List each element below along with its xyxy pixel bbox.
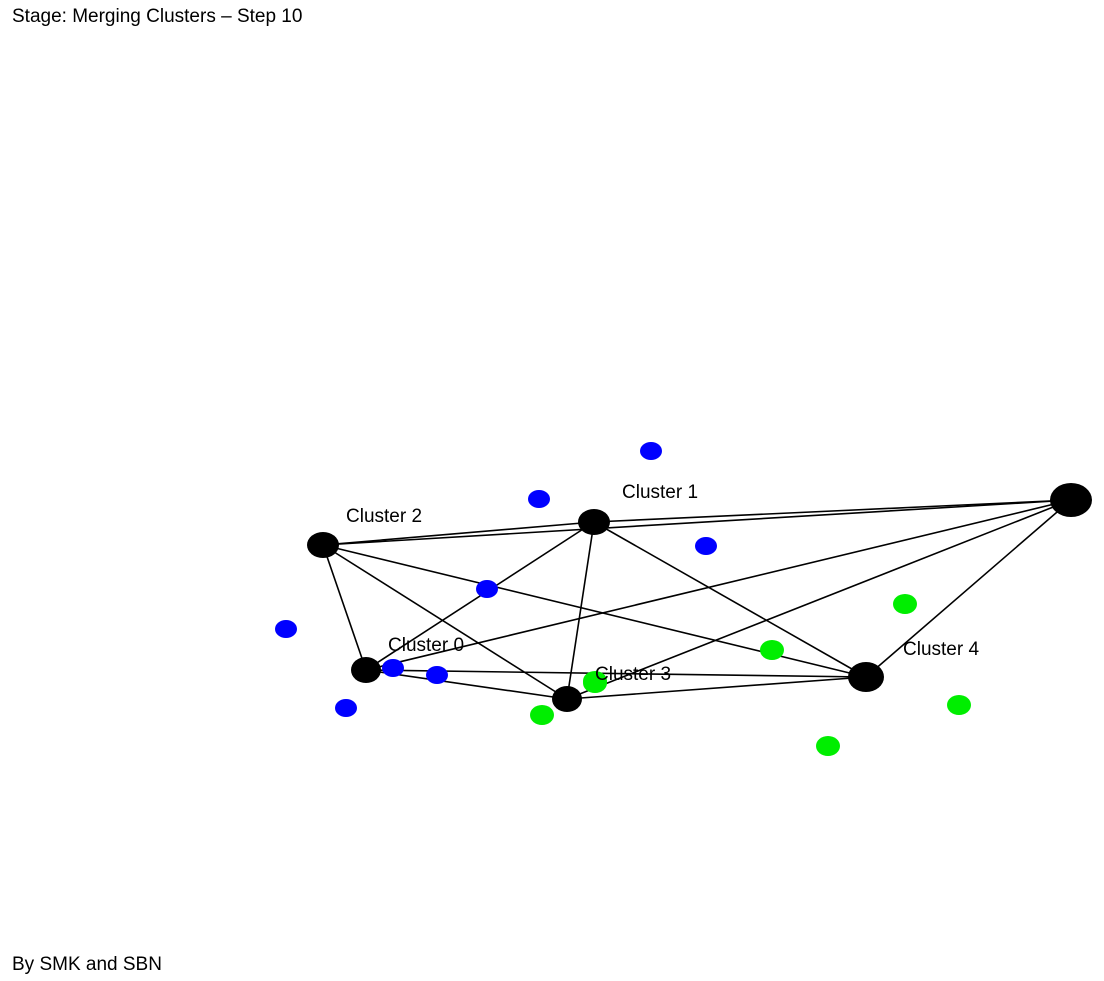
edge-c0-c4 bbox=[365, 669, 867, 678]
cluster-node-c0 bbox=[351, 657, 381, 683]
data-point-blue bbox=[640, 442, 662, 460]
data-point-blue bbox=[476, 580, 498, 598]
cluster-label-c4: Cluster 4 bbox=[903, 639, 979, 660]
cluster-node-c5 bbox=[1050, 483, 1092, 517]
cluster-node-c3 bbox=[552, 686, 582, 712]
data-point-blue bbox=[275, 620, 297, 638]
data-point-green bbox=[893, 594, 917, 614]
edge-c1-c4 bbox=[593, 521, 867, 678]
edge-c0-c5 bbox=[365, 499, 1072, 671]
edge-c2-c4 bbox=[322, 544, 867, 678]
stage-title: Stage: Merging Clusters – Step 10 bbox=[12, 6, 303, 27]
edge-c2-c1 bbox=[322, 521, 595, 546]
data-point-blue bbox=[695, 537, 717, 555]
edge-c2-c5 bbox=[322, 499, 1072, 546]
data-point-blue bbox=[382, 659, 404, 677]
edge-c2-c0 bbox=[322, 544, 367, 671]
edge-c3-c4 bbox=[566, 676, 867, 700]
data-point-green bbox=[530, 705, 554, 725]
edge-c1-c3 bbox=[566, 521, 595, 700]
cluster-label-c1: Cluster 1 bbox=[622, 482, 698, 503]
cluster-nodes-layer bbox=[307, 483, 1092, 712]
edge-c1-c0 bbox=[365, 521, 595, 671]
data-point-green bbox=[583, 673, 607, 693]
cluster-label-c3: Cluster 3 bbox=[595, 664, 671, 685]
cluster-node-c1 bbox=[578, 509, 610, 535]
data-point-blue bbox=[528, 490, 550, 508]
credits-footer: By SMK and SBN bbox=[12, 954, 162, 975]
cluster-node-c4 bbox=[848, 662, 884, 692]
data-point-blue bbox=[426, 666, 448, 684]
edge-c3-c5 bbox=[566, 499, 1072, 700]
points-layer bbox=[275, 442, 971, 756]
edge-c2-c3 bbox=[322, 544, 568, 700]
edges-layer bbox=[322, 499, 1072, 700]
cluster-label-c2: Cluster 2 bbox=[346, 506, 422, 527]
cluster-node-c2 bbox=[307, 532, 339, 558]
edge-c4-c5 bbox=[865, 499, 1072, 678]
edge-c1-c5 bbox=[593, 499, 1072, 523]
cluster-label-c0: Cluster 0 bbox=[388, 635, 464, 656]
cluster-labels-layer: Cluster 0 Cluster 1 Cluster 2 Cluster 3 Clus… bbox=[346, 482, 979, 685]
data-point-blue bbox=[335, 699, 357, 717]
data-point-green bbox=[760, 640, 784, 660]
data-point-green bbox=[816, 736, 840, 756]
data-point-green bbox=[947, 695, 971, 715]
